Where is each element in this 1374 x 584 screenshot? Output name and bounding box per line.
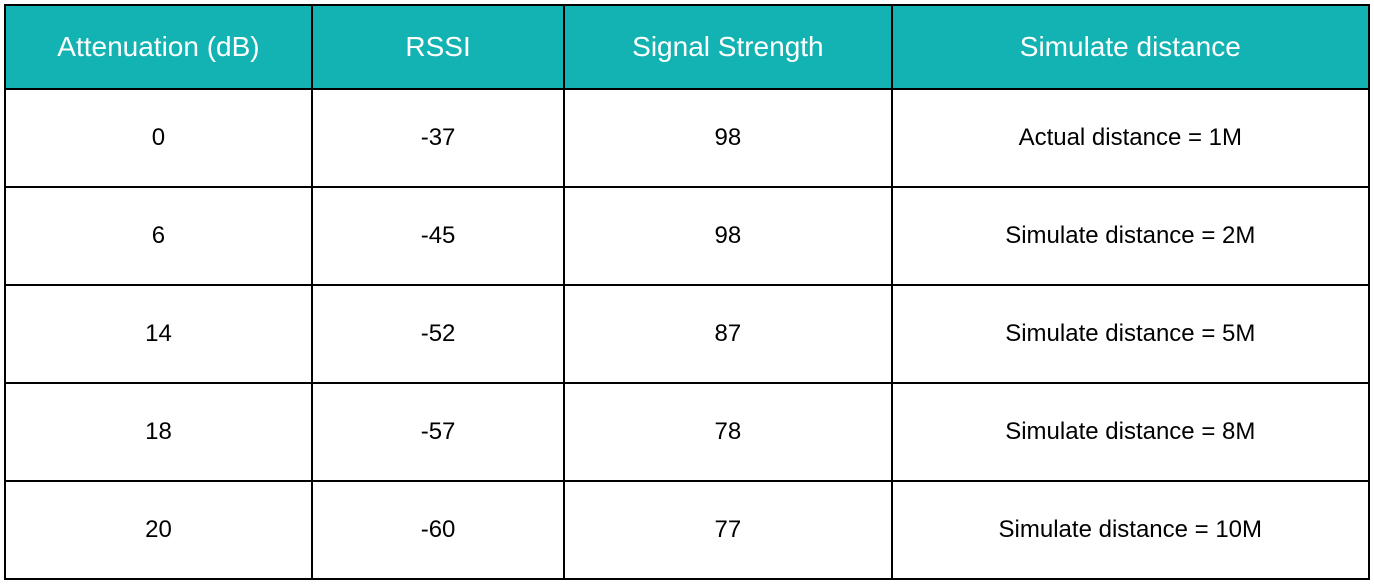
cell-attenuation: 0 (5, 89, 312, 187)
cell-simulate-distance: Actual distance = 1M (892, 89, 1369, 187)
cell-rssi: -60 (312, 481, 564, 579)
cell-simulate-distance: Simulate distance = 10M (892, 481, 1369, 579)
cell-signal-strength: 77 (564, 481, 891, 579)
cell-rssi: -45 (312, 187, 564, 285)
cell-attenuation: 6 (5, 187, 312, 285)
table-row: 6 -45 98 Simulate distance = 2M (5, 187, 1369, 285)
cell-simulate-distance: Simulate distance = 5M (892, 285, 1369, 383)
cell-simulate-distance: Simulate distance = 2M (892, 187, 1369, 285)
cell-rssi: -37 (312, 89, 564, 187)
table-row: 18 -57 78 Simulate distance = 8M (5, 383, 1369, 481)
cell-signal-strength: 78 (564, 383, 891, 481)
cell-simulate-distance: Simulate distance = 8M (892, 383, 1369, 481)
signal-table-container: Attenuation (dB) RSSI Signal Strength Si… (0, 0, 1374, 584)
cell-signal-strength: 98 (564, 187, 891, 285)
col-header-signal-strength: Signal Strength (564, 5, 891, 89)
cell-attenuation: 20 (5, 481, 312, 579)
cell-attenuation: 14 (5, 285, 312, 383)
col-header-rssi: RSSI (312, 5, 564, 89)
table-row: 20 -60 77 Simulate distance = 10M (5, 481, 1369, 579)
col-header-simulate-distance: Simulate distance (892, 5, 1369, 89)
table-row: 0 -37 98 Actual distance = 1M (5, 89, 1369, 187)
cell-signal-strength: 98 (564, 89, 891, 187)
cell-signal-strength: 87 (564, 285, 891, 383)
cell-attenuation: 18 (5, 383, 312, 481)
table-header-row: Attenuation (dB) RSSI Signal Strength Si… (5, 5, 1369, 89)
cell-rssi: -52 (312, 285, 564, 383)
signal-table: Attenuation (dB) RSSI Signal Strength Si… (4, 4, 1370, 580)
col-header-attenuation: Attenuation (dB) (5, 5, 312, 89)
table-row: 14 -52 87 Simulate distance = 5M (5, 285, 1369, 383)
cell-rssi: -57 (312, 383, 564, 481)
